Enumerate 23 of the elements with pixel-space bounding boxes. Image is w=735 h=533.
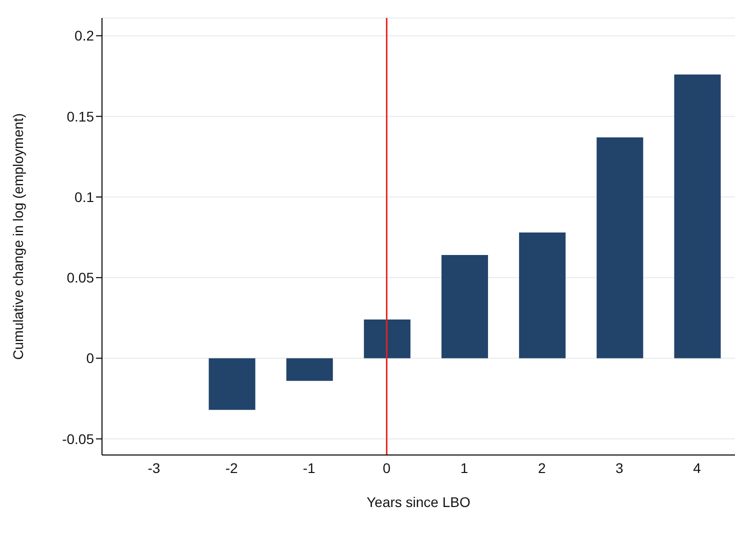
x-tick-label: -1 — [302, 460, 316, 476]
y-tick-label: 0 — [86, 350, 94, 366]
x-tick-label: -3 — [148, 460, 160, 476]
bar — [286, 358, 333, 381]
bar — [208, 358, 256, 410]
bar — [364, 320, 410, 358]
y-tick-label: 0.05 — [66, 270, 94, 286]
bar — [519, 232, 566, 358]
bar — [674, 74, 721, 358]
x-tick-label: 4 — [693, 460, 702, 476]
y-tick-label: -0.05 — [62, 430, 94, 447]
y-tick-label: 0.2 — [74, 28, 94, 44]
x-tick-label: 3 — [616, 460, 624, 476]
y-axis-title: Cumulative change in log (employment) — [10, 113, 26, 360]
bar — [596, 137, 644, 358]
y-tick-label: 0.15 — [66, 108, 94, 124]
bar — [441, 255, 488, 358]
x-tick-label: 0 — [382, 460, 391, 476]
x-tick-label: -2 — [225, 460, 238, 476]
x-tick-label: 2 — [538, 460, 546, 476]
x-tick-label: 1 — [460, 460, 468, 476]
x-axis-title: Years since LBO — [366, 494, 470, 510]
y-tick-label: 0.1 — [74, 188, 94, 205]
